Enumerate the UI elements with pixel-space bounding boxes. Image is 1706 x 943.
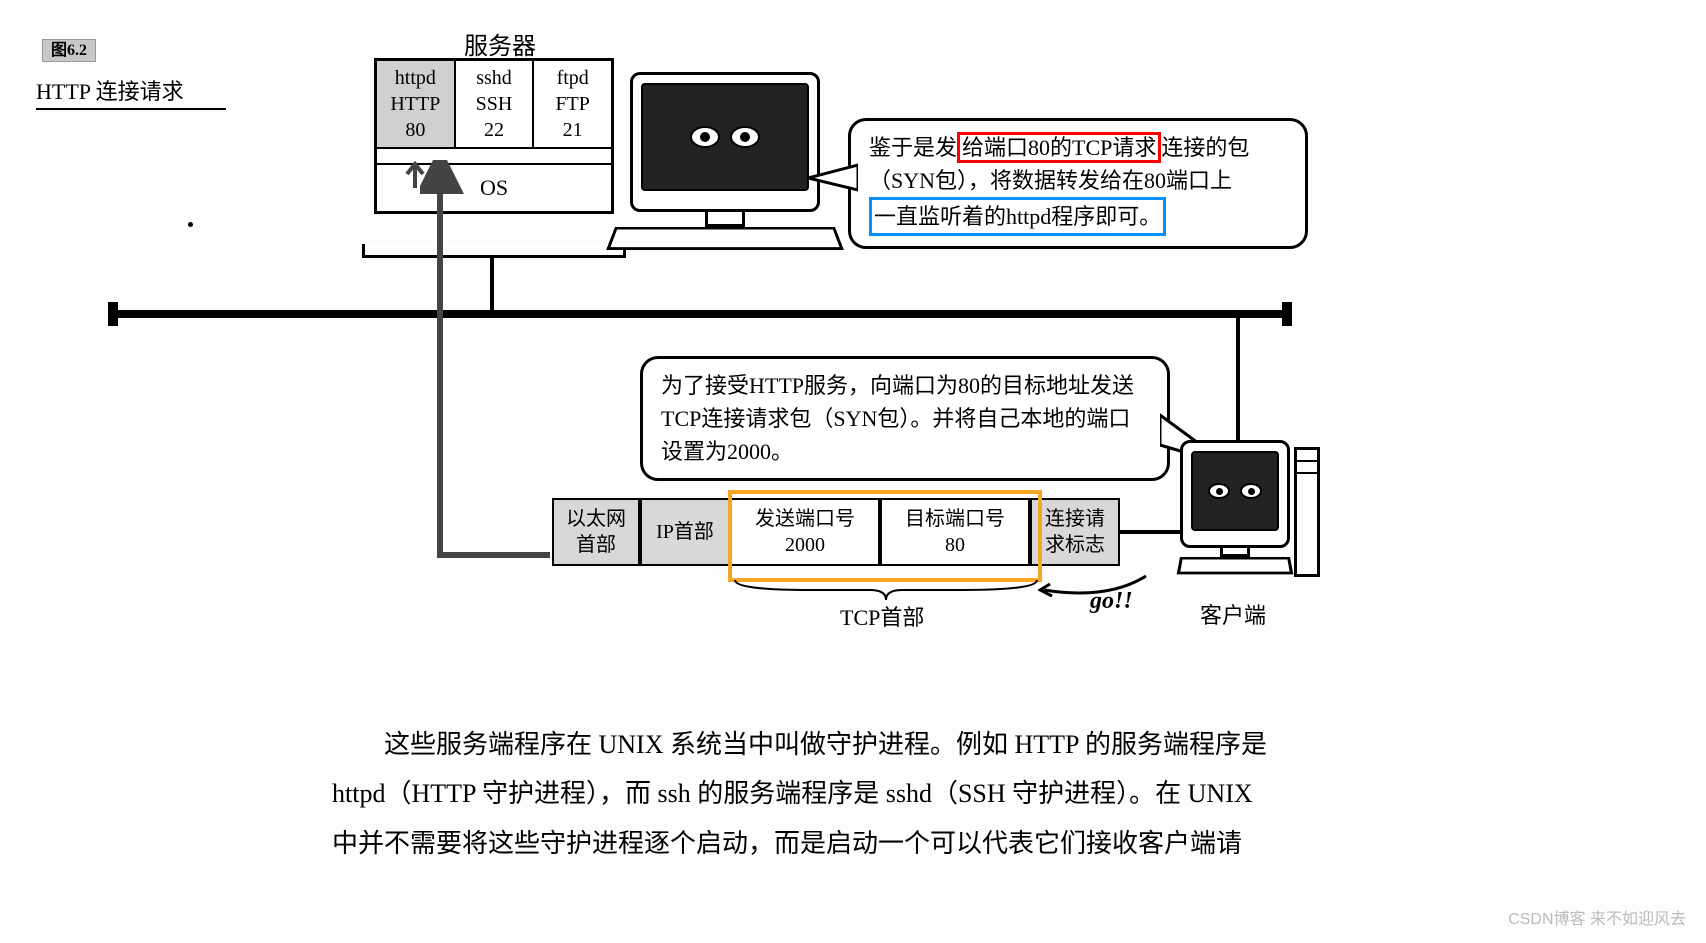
daemon-ftpd: ftpd FTP 21: [534, 61, 611, 147]
client-computer: [1180, 440, 1320, 577]
packet-ip: IP首部: [640, 498, 730, 566]
eye-icon: [690, 126, 720, 148]
packet-dstport: 目标端口号 80: [880, 498, 1030, 566]
body-line: 这些服务端程序在 UNIX 系统当中叫做守护进程。例如 HTTP 的服务端程序是: [332, 720, 1352, 769]
network-cap-left: [108, 302, 118, 326]
highlight-blue: 一直监听着的httpd程序即可。: [869, 197, 1166, 236]
speech-server: 鉴于是发给端口80的TCP请求连接的包（SYN包），将数据转发给在80端口上 一…: [848, 118, 1308, 249]
speech-text: 鉴于是发: [869, 135, 957, 160]
figure-title: HTTP 连接请求: [36, 74, 226, 110]
client-label: 客户端: [1200, 598, 1266, 630]
cell-text: 以太网: [566, 506, 626, 532]
speech-text: 为了接受HTTP服务，向端口为80的目标地址发送TCP连接请求包（SYN包）。并…: [661, 373, 1134, 464]
server-label: 服务器: [440, 26, 560, 61]
speech-client: 为了接受HTTP服务，向端口为80的目标地址发送TCP连接请求包（SYN包）。并…: [640, 356, 1170, 481]
daemon-sshd: sshd SSH 22: [456, 61, 535, 147]
client-link: [1236, 318, 1240, 440]
daemon-proto: FTP: [540, 91, 605, 117]
body-line: 中并不需要将这些守护进程逐个启动，而是启动一个可以代表它们接收客户端请: [332, 819, 1352, 868]
speech-tail-icon: [808, 160, 858, 200]
daemon-port: 21: [540, 117, 605, 143]
network-bus: [115, 310, 1285, 318]
cell-text: 首部: [576, 532, 616, 558]
body-paragraph: 这些服务端程序在 UNIX 系统当中叫做守护进程。例如 HTTP 的服务端程序是…: [332, 720, 1352, 868]
daemon-row: httpd HTTP 80 sshd SSH 22 ftpd FTP 21: [377, 61, 611, 149]
daemon-proto: SSH: [462, 91, 527, 117]
cell-text: 2000: [785, 532, 825, 558]
cell-text: 目标端口号: [905, 506, 1005, 532]
watermark: CSDN博客 来不如迎风去: [1508, 905, 1686, 929]
packet-eth: 以太网 首部: [552, 498, 640, 566]
cell-text: 80: [945, 532, 965, 558]
daemon-httpd: httpd HTTP 80: [377, 61, 456, 147]
eye-icon: [1240, 483, 1262, 499]
go-label: go!!: [1090, 588, 1133, 615]
cell-text: 连接请: [1045, 506, 1105, 532]
eye-icon: [1208, 483, 1230, 499]
tcp-header-label: TCP首部: [840, 600, 924, 632]
packet-wire: [1120, 530, 1180, 534]
figure-number: 图6.2: [42, 39, 96, 62]
daemon-name: sshd: [462, 65, 527, 91]
dot-icon: [188, 222, 193, 227]
brace-icon: [730, 578, 1042, 602]
network-cap-right: [1282, 302, 1292, 326]
daemon-name: ftpd: [540, 65, 605, 91]
daemon-port: 80: [383, 117, 448, 143]
packet-flag: 连接请 求标志: [1030, 498, 1120, 566]
packet-srcport: 发送端口号 2000: [730, 498, 880, 566]
daemon-name: httpd: [383, 65, 448, 91]
daemon-port: 22: [462, 117, 527, 143]
cell-text: IP首部: [656, 519, 714, 545]
eye-icon: [730, 126, 760, 148]
highlight-red: 给端口80的TCP请求: [957, 132, 1161, 163]
server-computer: [630, 72, 820, 253]
tower-icon: [1294, 447, 1320, 577]
cell-text: 发送端口号: [755, 506, 855, 532]
body-line: httpd（HTTP 守护进程），而 ssh 的服务端程序是 sshd（SSH …: [332, 769, 1352, 818]
up-arrow-icon: [400, 160, 430, 190]
packet-diagram: 以太网 首部 IP首部 发送端口号 2000 目标端口号 80 连接请 求标志: [552, 498, 1120, 566]
daemon-proto: HTTP: [383, 91, 448, 117]
cell-text: 求标志: [1045, 532, 1105, 558]
